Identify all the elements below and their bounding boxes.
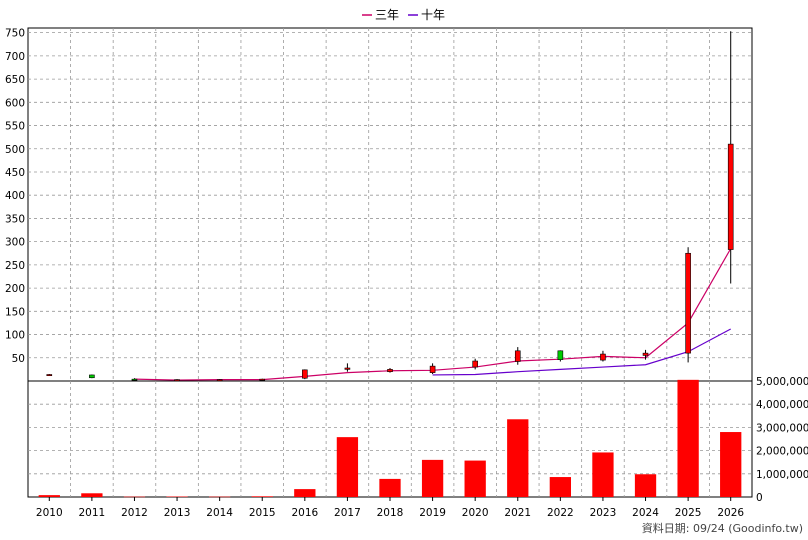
volume-bar [549,477,571,497]
volume-bar [634,474,657,497]
price-y-tick-label: 550 [5,121,25,133]
volume-bar [336,437,359,497]
candle-body [344,367,351,370]
x-tick-label: 2021 [504,507,531,519]
price-y-tick-label: 450 [5,167,25,179]
candle-body [131,378,138,381]
price-y-tick-label: 700 [5,51,25,63]
x-tick-label: 2010 [36,507,63,519]
price-y-tick-label: 350 [5,213,25,225]
candle-body [429,365,436,373]
x-tick-label: 2016 [291,507,318,519]
candle-body [514,350,521,362]
candle-body [46,374,53,376]
volume-bar [677,379,699,497]
x-tick-label: 2020 [462,507,489,519]
price-y-tick-label: 200 [5,283,25,295]
x-tick-label: 2024 [632,507,659,519]
volume-bar [294,489,316,497]
x-tick-label: 2013 [164,507,191,519]
candle-body [302,369,308,379]
x-tick-label: 2022 [547,507,574,519]
price-y-tick-label: 150 [5,306,25,318]
moving-average-line [134,248,732,381]
x-tick-label: 2015 [249,507,276,519]
price-y-tick-label: 750 [5,28,25,40]
price-y-tick-label: 500 [5,144,25,156]
volume-bar [166,496,188,498]
x-axis: 2010 2011 2012 2013 2014 2015 2016 2017 2018 2019… [36,497,744,519]
candle-body [600,353,606,361]
candle-body [727,143,734,250]
volume-y-tick-label: 2,000,000 [756,446,808,458]
candle-body [387,369,393,373]
price-y-tick-label: 600 [5,97,25,109]
x-tick-label: 2014 [206,507,233,519]
candle-body [259,378,266,381]
volume-bar [720,432,742,497]
x-tick-label: 2026 [717,507,744,519]
x-tick-label: 2011 [79,507,106,519]
candle-body [89,374,95,379]
volume-panel: 0 1,000,000 2,000,000 3,000,000 4,000,000 5,0… [27,376,808,504]
volume-bar [379,478,401,497]
legend: 三年 十年 [362,8,445,22]
x-tick-label: 2025 [675,507,702,519]
volume-bar [209,496,231,498]
legend-label-ten-year: 十年 [421,8,445,22]
volume-bar [251,496,273,497]
x-tick-label: 2018 [377,507,404,519]
candle-body [642,352,649,356]
volume-bar [38,495,60,497]
volume-bar [81,493,103,497]
volume-y-tick-label: 3,000,000 [756,422,808,434]
x-tick-label: 2019 [419,507,446,519]
volume-bar [464,460,486,497]
volume-bar [592,452,614,497]
volume-y-tick-label: 1,000,000 [756,469,808,481]
volume-y-tick-label: 5,000,000 [756,376,808,388]
data-date-footer: 資料日期: 09/24 (Goodinfo.tw) [642,521,803,535]
price-plot-frame [27,27,753,382]
price-y-tick-label: 650 [5,74,25,86]
candle-body [472,360,478,368]
volume-bar [123,496,146,498]
volume-y-tick-label: 0 [756,492,763,504]
price-y-tick-label: 400 [5,190,25,202]
candle-body [557,350,564,360]
x-tick-label: 2023 [590,507,617,519]
volume-y-tick-label: 4,000,000 [756,399,808,411]
price-y-tick-label: 100 [5,330,25,342]
price-y-tick-label: 250 [5,260,25,272]
volume-bar [421,459,444,497]
x-tick-label: 2012 [121,507,148,519]
x-tick-label: 2017 [334,507,361,519]
price-y-tick-label: 50 [12,353,25,365]
moving-average-line [432,328,731,376]
legend-label-three-year: 三年 [375,8,399,22]
volume-bar [507,419,529,497]
price-panel: 50 100 150 200 250 300 350 400 450 500 550 600 650 70… [5,27,753,382]
candle-body [685,252,691,354]
price-y-tick-label: 300 [5,237,25,249]
